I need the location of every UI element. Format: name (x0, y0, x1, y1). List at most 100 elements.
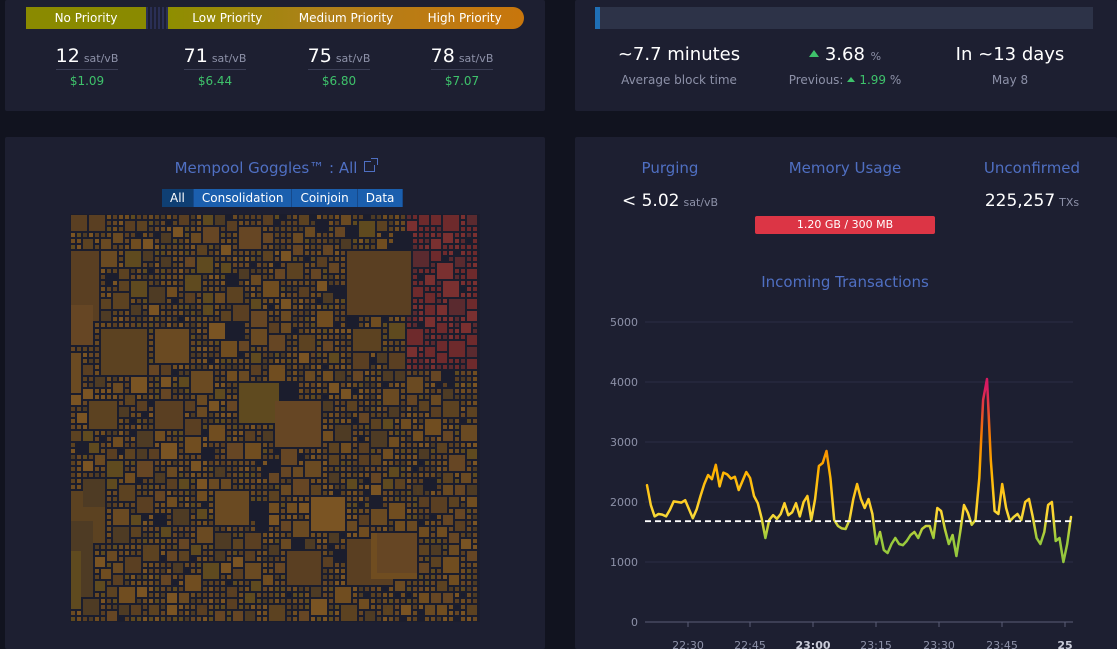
tx-block (107, 605, 111, 609)
tx-block (191, 611, 195, 615)
tx-block (311, 383, 315, 387)
tx-block (149, 341, 153, 345)
tx-block (323, 479, 327, 483)
tx-block (287, 347, 291, 351)
tx-block (83, 617, 87, 621)
tx-block (449, 575, 459, 585)
tx-block (203, 473, 207, 477)
tx-block (95, 569, 99, 573)
tx-block (131, 617, 135, 621)
tx-block (455, 473, 459, 477)
tx-block (347, 497, 351, 501)
tx-block (119, 395, 123, 399)
tx-block (335, 275, 339, 279)
tx-block (293, 371, 297, 375)
tx-block (119, 323, 123, 327)
tx-block (263, 353, 267, 357)
tx-block (185, 239, 189, 243)
tx-block (191, 395, 195, 399)
tx-block (461, 425, 477, 441)
tx-block (221, 581, 225, 585)
tx-block (209, 443, 213, 447)
tx-block (359, 401, 363, 405)
filter-coinjoin-button[interactable]: Coinjoin (292, 189, 358, 207)
fee-usd: $6.80 (321, 74, 357, 88)
tx-block (317, 395, 321, 399)
tx-block (467, 467, 471, 471)
tx-block (203, 545, 207, 549)
tx-block (377, 371, 381, 375)
tx-block (461, 551, 465, 555)
tx-block (245, 365, 249, 369)
tx-block (329, 533, 339, 543)
tx-block (275, 359, 279, 363)
tx-block (173, 545, 177, 549)
tx-block (329, 275, 333, 279)
tx-block (293, 515, 297, 519)
tx-block (461, 215, 465, 219)
tx-block (431, 335, 435, 339)
tx-block (353, 599, 357, 603)
tx-block (407, 509, 411, 513)
tx-block (455, 245, 459, 249)
tx-block (461, 293, 465, 297)
tx-block (449, 587, 453, 591)
mempool-treemap[interactable] (70, 214, 480, 622)
tx-block (185, 305, 189, 309)
filter-all-button[interactable]: All (162, 189, 194, 207)
tx-block (341, 569, 345, 573)
tx-block (329, 221, 333, 225)
tx-block (365, 425, 369, 429)
tx-block (245, 323, 249, 327)
tx-block (95, 557, 105, 567)
tx-block (263, 557, 267, 561)
tx-block (443, 389, 453, 399)
tx-block (359, 515, 369, 525)
tx-block (359, 593, 363, 597)
tx-block (251, 347, 255, 351)
tx-block (239, 551, 243, 555)
tx-block (71, 551, 81, 609)
tx-block (269, 311, 273, 315)
tx-block (473, 527, 477, 531)
filter-data-button[interactable]: Data (357, 189, 404, 207)
tx-block (131, 545, 135, 549)
tx-block (347, 401, 357, 411)
tx-block (155, 461, 159, 465)
tx-block (227, 431, 231, 435)
tx-block (155, 569, 159, 573)
tx-block (119, 263, 123, 267)
tx-block (341, 341, 345, 345)
tx-block (173, 317, 177, 321)
tx-block (335, 317, 339, 321)
tx-block (191, 329, 195, 333)
tx-block (419, 467, 423, 471)
tx-block (263, 593, 267, 597)
tx-block (311, 317, 315, 321)
tx-block (263, 263, 267, 267)
tx-block (173, 239, 177, 243)
filter-consolidation-button[interactable]: Consolidation (193, 189, 293, 207)
tx-block (431, 233, 435, 237)
tx-block (209, 503, 213, 507)
tx-block (329, 455, 339, 465)
external-link-icon[interactable] (364, 158, 379, 172)
tx-block (197, 227, 201, 231)
tx-block (419, 395, 423, 399)
tx-block (89, 617, 93, 621)
tx-block (335, 611, 339, 615)
y-tick-label: 5000 (610, 316, 638, 329)
tx-block (245, 221, 249, 225)
tx-block (227, 557, 231, 561)
tx-block (419, 413, 423, 417)
tx-block (347, 533, 351, 537)
goggles-title[interactable]: Mempool Goggles™ : All (5, 158, 545, 177)
tx-block (257, 263, 261, 267)
tx-block (269, 443, 273, 447)
tx-block (323, 485, 327, 489)
tx-block (335, 485, 339, 489)
tx-block (305, 311, 309, 315)
tx-block (353, 215, 357, 219)
tx-block (377, 389, 381, 393)
